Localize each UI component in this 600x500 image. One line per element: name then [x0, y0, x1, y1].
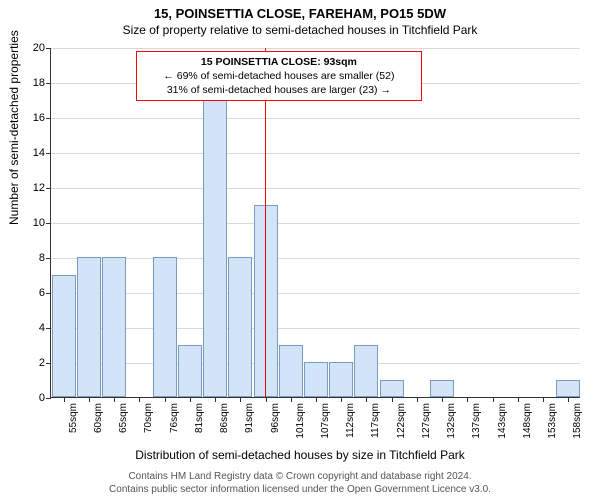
annotation-line: ← 69% of semi-detached houses are smalle… [145, 69, 413, 83]
gridline [51, 293, 580, 294]
xtick-label: 153sqm [547, 403, 558, 439]
xtick-label: 148sqm [522, 403, 533, 439]
xtick-mark [266, 397, 267, 402]
gridline [51, 188, 580, 189]
ytick-mark [46, 328, 51, 329]
bar [354, 345, 378, 398]
xtick-label: 143sqm [497, 403, 508, 439]
xtick-mark [417, 397, 418, 402]
xtick-mark [316, 397, 317, 402]
xtick-mark [518, 397, 519, 402]
bar [228, 257, 252, 397]
plot-region: 0246810121416182055sqm60sqm65sqm70sqm76s… [50, 48, 580, 398]
bar [556, 380, 580, 398]
xtick-mark [341, 397, 342, 402]
xtick-mark [291, 397, 292, 402]
gridline [51, 223, 580, 224]
xtick-mark [64, 397, 65, 402]
gridline [51, 118, 580, 119]
xtick-label: 132sqm [446, 403, 457, 439]
ytick-mark [46, 83, 51, 84]
xtick-label: 158sqm [572, 403, 583, 439]
chart-title: 15, POINSETTIA CLOSE, FAREHAM, PO15 5DW [0, 0, 600, 21]
xtick-label: 96sqm [270, 403, 281, 433]
gridline [51, 328, 580, 329]
xtick-mark [493, 397, 494, 402]
xtick-label: 91sqm [244, 403, 255, 433]
xtick-label: 117sqm [370, 403, 381, 438]
footer: Contains HM Land Registry data © Crown c… [0, 470, 600, 496]
xtick-mark [467, 397, 468, 402]
bar [279, 345, 303, 398]
xtick-mark [165, 397, 166, 402]
xtick-label: 65sqm [118, 403, 129, 433]
xtick-mark [240, 397, 241, 402]
xtick-label: 127sqm [421, 403, 432, 439]
xtick-mark [568, 397, 569, 402]
xtick-label: 81sqm [194, 403, 205, 433]
footer-line-1: Contains HM Land Registry data © Crown c… [0, 470, 600, 483]
ytick-mark [46, 188, 51, 189]
xtick-mark [190, 397, 191, 402]
gridline [51, 153, 580, 154]
xtick-mark [543, 397, 544, 402]
xtick-mark [442, 397, 443, 402]
annotation-box: 15 POINSETTIA CLOSE: 93sqm← 69% of semi-… [136, 51, 422, 102]
xtick-label: 86sqm [219, 403, 230, 433]
ytick-mark [46, 398, 51, 399]
gridline [51, 48, 580, 49]
bar [304, 362, 328, 397]
xtick-mark [392, 397, 393, 402]
xtick-label: 112sqm [345, 403, 356, 438]
ytick-mark [46, 48, 51, 49]
xtick-label: 137sqm [471, 403, 482, 439]
annotation-line: 31% of semi-detached houses are larger (… [145, 83, 413, 97]
ytick-mark [46, 363, 51, 364]
xtick-mark [139, 397, 140, 402]
ytick-mark [46, 153, 51, 154]
bar [52, 275, 76, 398]
chart-area: 0246810121416182055sqm60sqm65sqm70sqm76s… [50, 48, 580, 398]
ytick-mark [46, 258, 51, 259]
bar [178, 345, 202, 398]
xtick-label: 55sqm [68, 403, 79, 433]
x-axis-label: Distribution of semi-detached houses by … [0, 448, 600, 462]
bar [153, 257, 177, 397]
gridline [51, 258, 580, 259]
bar [380, 380, 404, 398]
ytick-mark [46, 293, 51, 294]
ytick-mark [46, 118, 51, 119]
chart-subtitle: Size of property relative to semi-detach… [0, 21, 600, 37]
bar [329, 362, 353, 397]
xtick-label: 122sqm [396, 403, 407, 439]
annotation-title: 15 POINSETTIA CLOSE: 93sqm [145, 55, 413, 69]
bar [203, 82, 227, 397]
xtick-label: 107sqm [320, 403, 331, 439]
xtick-label: 101sqm [295, 403, 306, 439]
bar [430, 380, 454, 398]
xtick-mark [114, 397, 115, 402]
xtick-label: 70sqm [143, 403, 154, 433]
bar [102, 257, 126, 397]
xtick-mark [89, 397, 90, 402]
xtick-mark [366, 397, 367, 402]
xtick-label: 60sqm [93, 403, 104, 433]
ytick-mark [46, 223, 51, 224]
footer-line-2: Contains public sector information licen… [0, 483, 600, 496]
y-axis-label: Number of semi-detached properties [7, 30, 21, 225]
xtick-label: 76sqm [169, 403, 180, 433]
bar [77, 257, 101, 397]
xtick-mark [215, 397, 216, 402]
